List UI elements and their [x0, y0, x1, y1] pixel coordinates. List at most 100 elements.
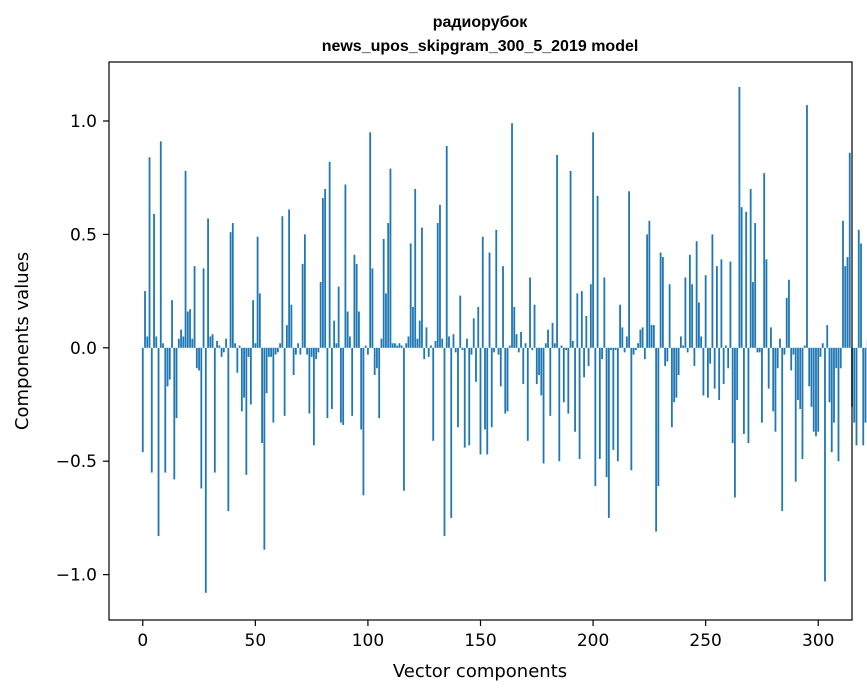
bar-component-223 — [643, 347, 646, 360]
bar-component-58 — [272, 347, 275, 423]
bar-component-133 — [441, 338, 444, 348]
bar-component-213 — [621, 327, 624, 348]
bar-component-280 — [772, 347, 775, 412]
bar-component-109 — [387, 223, 390, 348]
bar-component-51 — [256, 236, 259, 348]
bar-component-206 — [605, 347, 608, 478]
bar-component-143 — [463, 347, 466, 448]
bar-component-186 — [560, 345, 563, 348]
bar-component-156 — [493, 347, 495, 353]
bar-component-270 — [749, 189, 752, 348]
bar-component-86 — [335, 343, 338, 348]
bar-component-27 — [202, 268, 205, 348]
bar-component-279 — [770, 327, 772, 348]
bar-component-265 — [738, 86, 741, 348]
bar-component-234 — [668, 284, 671, 348]
bar-component-292 — [799, 347, 802, 410]
bar-component-221 — [639, 329, 642, 348]
bar-component-107 — [382, 238, 385, 348]
bar-component-192 — [574, 347, 576, 432]
bar-component-230 — [659, 252, 662, 348]
bar-component-140 — [457, 347, 459, 428]
bar-component-7 — [157, 347, 160, 537]
bar-component-261 — [729, 261, 732, 348]
bar-component-64 — [285, 325, 288, 348]
bar-component-12 — [168, 347, 171, 380]
bar-component-146 — [470, 347, 473, 355]
bar-component-17 — [180, 329, 182, 348]
bar-component-99 — [364, 345, 367, 348]
bar-component-23 — [193, 266, 196, 348]
bar-component-303 — [824, 347, 826, 582]
bar-component-177 — [540, 347, 543, 396]
bar-component-42 — [236, 347, 239, 373]
bar-component-241 — [684, 277, 687, 348]
x-tick-label: 250 — [689, 631, 721, 651]
bar-component-92 — [349, 336, 351, 348]
bar-component-28 — [204, 347, 207, 593]
bar-component-47 — [247, 347, 250, 357]
bar-component-90 — [344, 184, 347, 348]
bar-component-212 — [619, 304, 621, 348]
bar-component-313 — [846, 257, 849, 348]
bar-component-219 — [634, 347, 637, 351]
bar-component-91 — [346, 311, 349, 348]
bar-component-302 — [821, 343, 824, 348]
bar-component-135 — [445, 145, 448, 348]
bar-component-188 — [565, 347, 567, 351]
bar-component-163 — [508, 345, 511, 348]
bar-component-137 — [450, 347, 453, 518]
bar-component-50 — [254, 343, 257, 348]
bar-component-84 — [331, 347, 333, 410]
bar-component-245 — [693, 347, 696, 366]
bar-component-233 — [666, 347, 669, 362]
bar-component-79 — [319, 282, 322, 348]
bar-component-284 — [781, 347, 784, 512]
bar-component-262 — [731, 347, 734, 444]
y-tick-label: 0.0 — [70, 339, 97, 359]
bar-component-108 — [385, 293, 387, 348]
bar-component-65 — [288, 209, 291, 348]
bar-component-215 — [625, 336, 628, 348]
bar-component-89 — [342, 347, 345, 425]
bar-component-39 — [229, 232, 232, 348]
bar-component-226 — [650, 325, 653, 348]
bar-component-199 — [589, 284, 592, 348]
bar-component-145 — [468, 347, 471, 446]
bar-component-202 — [596, 195, 599, 348]
bar-component-239 — [679, 336, 682, 348]
bar-component-260 — [727, 347, 730, 369]
bar-component-123 — [418, 320, 421, 348]
bar-component-20 — [186, 311, 189, 348]
bar-component-155 — [490, 347, 493, 428]
bar-component-209 — [612, 347, 615, 450]
bar-component-257 — [720, 259, 723, 348]
bar-component-134 — [443, 347, 446, 537]
bar-component-180 — [547, 329, 549, 348]
bar-component-175 — [535, 347, 538, 385]
bar-series — [141, 86, 867, 593]
bar-component-256 — [718, 347, 721, 400]
bar-component-98 — [362, 347, 365, 496]
bar-component-294 — [803, 345, 806, 348]
bar-component-227 — [652, 325, 655, 348]
bar-component-48 — [249, 347, 252, 405]
bar-component-70 — [299, 347, 302, 355]
bar-component-275 — [761, 347, 763, 423]
bar-component-238 — [677, 347, 680, 376]
bar-component-189 — [567, 347, 570, 414]
bar-component-203 — [598, 347, 601, 459]
bar-component-71 — [301, 263, 304, 348]
bar-component-231 — [661, 257, 664, 348]
bar-component-285 — [783, 347, 786, 355]
bar-component-290 — [794, 347, 797, 482]
bar-component-283 — [779, 338, 781, 348]
bar-component-55 — [265, 347, 268, 394]
bar-component-166 — [515, 334, 518, 348]
bar-component-49 — [252, 300, 254, 348]
bar-component-187 — [562, 347, 565, 403]
bar-component-110 — [389, 168, 392, 348]
chart-subtitle: news_upos_skipgram_300_5_2019 model — [322, 38, 639, 55]
bar-component-222 — [641, 327, 644, 348]
bar-component-172 — [529, 277, 531, 348]
